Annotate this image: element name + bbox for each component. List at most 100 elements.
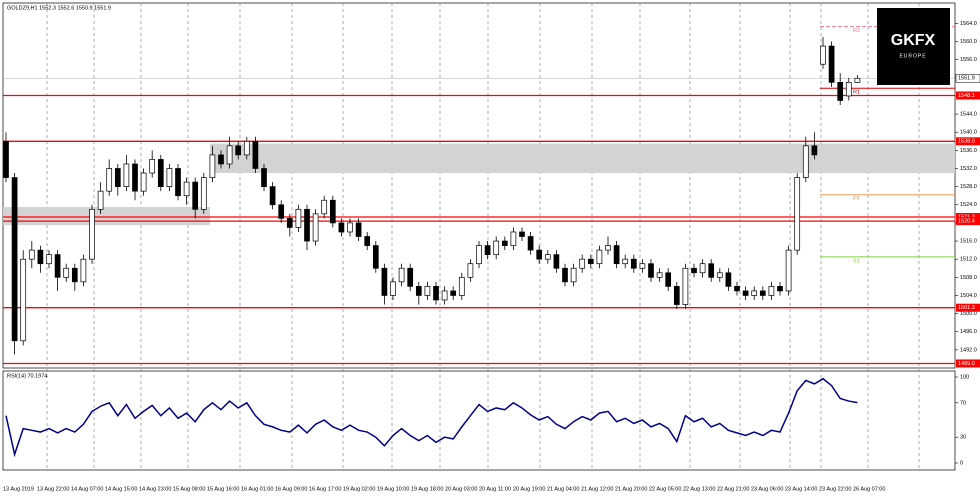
candle-body — [562, 267, 568, 283]
candle-body — [811, 145, 818, 156]
candle-body — [46, 254, 52, 265]
level-label: 1489.0 — [958, 361, 975, 367]
candle-body — [295, 208, 302, 228]
candle-body — [424, 286, 431, 296]
candle-body — [338, 222, 345, 233]
candle-body — [11, 177, 18, 342]
x-tick-label: 23 Aug 06:00 — [751, 486, 783, 492]
candle-body — [544, 254, 551, 260]
y-tick-label: 1504.0 — [960, 293, 977, 299]
candle-body — [682, 267, 689, 305]
y-tick-label: 1560.0 — [960, 39, 977, 45]
candle-body — [192, 181, 199, 210]
candle-body — [80, 258, 87, 283]
x-tick-label: 19 Aug 02:00 — [343, 486, 375, 492]
candle-body — [63, 267, 70, 278]
candle-body — [820, 45, 826, 65]
candle-body — [639, 263, 646, 269]
pivot-label: R2 — [853, 28, 860, 34]
y-tick-label: 1512.0 — [960, 257, 977, 263]
candle-body — [175, 168, 181, 197]
candle-body — [493, 240, 500, 255]
candle-body — [347, 222, 353, 233]
candle-body — [587, 258, 594, 265]
x-tick-label: 22 Aug 21:00 — [717, 486, 749, 492]
candle-body — [200, 177, 207, 210]
candle-body — [579, 258, 586, 269]
candle-body — [218, 154, 224, 165]
y-tick-label: 1492.0 — [960, 347, 977, 353]
x-tick-label: 21 Aug 04:00 — [547, 486, 579, 492]
candle-body — [665, 272, 672, 287]
y-tick-label: 1508.0 — [960, 275, 977, 281]
candle-body — [501, 240, 508, 246]
rsi-frame — [2, 370, 956, 471]
candle-body — [243, 140, 250, 156]
y-tick-label: 1556.0 — [960, 57, 977, 63]
rsi-line — [5, 377, 858, 458]
pivot-label: PP — [853, 196, 861, 202]
y-tick-label: 1536.0 — [960, 148, 977, 154]
candle-body — [312, 213, 319, 242]
candle-body — [751, 290, 758, 296]
candle-body — [415, 286, 422, 296]
candle-body — [768, 286, 775, 296]
candle-body — [725, 272, 732, 287]
main-frame — [2, 2, 956, 369]
candle-body — [235, 145, 242, 156]
rsi-tick-label: 0 — [960, 460, 963, 466]
candle-body — [364, 236, 371, 246]
candle-body — [390, 281, 396, 296]
candle-body — [553, 254, 560, 269]
pivot-label: R1 — [853, 90, 860, 96]
x-tick-label: 21 Aug 12:00 — [581, 486, 613, 492]
level-label: 1520.4 — [958, 219, 975, 225]
candle-body — [407, 267, 414, 287]
candle-body — [570, 267, 577, 283]
x-tick-label: 14 Aug 23:00 — [139, 486, 171, 492]
y-tick-label: 1544.0 — [960, 112, 977, 118]
level-box — [956, 217, 980, 226]
x-tick-label: 21 Aug 20:00 — [615, 486, 647, 492]
candle-body — [484, 245, 491, 255]
x-tick-label: 14 Aug 07:00 — [71, 486, 103, 492]
x-tick-label: 19 Aug 10:00 — [377, 486, 409, 492]
candle-body — [329, 199, 336, 224]
candle-body — [691, 267, 697, 274]
candle-body — [123, 163, 130, 187]
x-tick-label: 23 Aug 22:00 — [819, 486, 851, 492]
x-tick-label: 15 Aug 08:00 — [173, 486, 205, 492]
candle-body — [708, 263, 715, 278]
candle-body — [372, 245, 379, 269]
candle-body — [656, 272, 663, 278]
candle-body — [106, 168, 113, 192]
candle-body — [622, 258, 629, 265]
candle-body — [673, 286, 680, 305]
candle-body — [854, 77, 861, 83]
plot: 1492.0 1496.0 1500.0 1504.0 1508.0 1512.0 1516… — [3, 21, 980, 492]
candle-body — [183, 181, 190, 197]
candle-body — [71, 267, 78, 283]
candle-body — [97, 190, 104, 210]
x-tick-label: 16 Aug 09:00 — [275, 486, 307, 492]
candle-body — [845, 81, 852, 97]
candle-body — [433, 286, 439, 301]
y-tick-label: 1564.0 — [960, 21, 977, 27]
y-tick-label: 1528.0 — [960, 184, 977, 190]
y-tick-label: 1516.0 — [960, 238, 977, 244]
x-tick-label: 13 Aug 2019 — [3, 486, 34, 492]
candle-body — [476, 245, 482, 265]
level-label: 1548.1 — [958, 93, 975, 99]
x-tick-label: 15 Aug 16:00 — [207, 486, 239, 492]
candle-body — [286, 218, 293, 228]
x-tick-label: 23 Aug 14:00 — [785, 486, 817, 492]
y-tick-label: 1496.0 — [960, 329, 977, 335]
level-label: 1501.3 — [958, 305, 975, 311]
pivot-label: S1 — [853, 258, 860, 264]
candle-body — [355, 222, 362, 237]
x-tick-label: 22 Aug 05:00 — [649, 486, 681, 492]
level-label: 1538.0 — [958, 139, 975, 145]
rsi-tick-label: 30 — [960, 435, 966, 441]
x-tick-label: 13 Aug 22:00 — [37, 486, 69, 492]
